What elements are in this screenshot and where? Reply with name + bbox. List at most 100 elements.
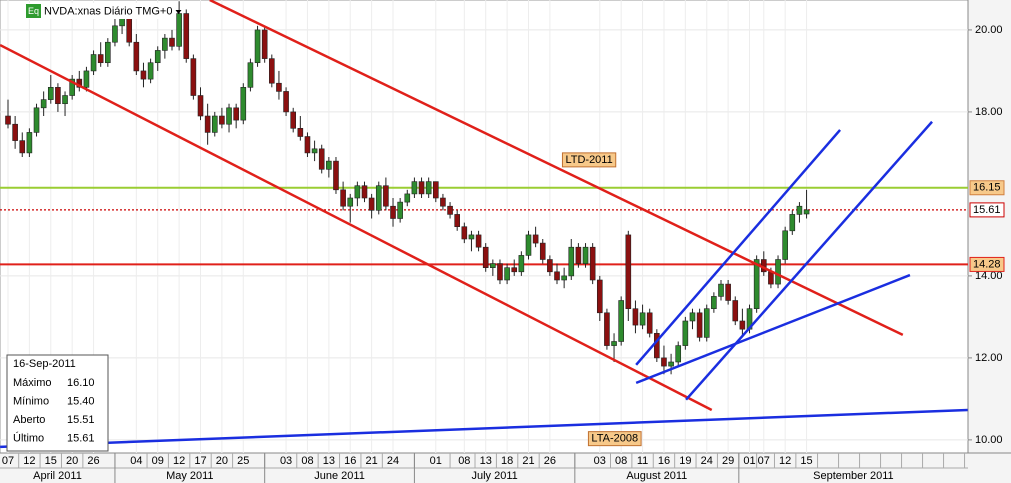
candle-body [561,275,567,281]
x-tick-label: 26 [544,455,556,467]
month-label: May 2011 [166,470,214,482]
candle-body [311,148,318,154]
trendline [685,120,933,401]
candle-body [589,246,596,281]
candle-body [133,41,140,72]
candle-body [639,312,646,326]
annotation: LTA-2008 [591,433,638,445]
candle-body [625,234,632,309]
candle-body [26,132,33,154]
candle-body [33,107,40,133]
candle-body [383,185,389,207]
candle-body [796,205,803,215]
x-tick-label: 12 [23,455,35,467]
candle-body [162,37,168,51]
x-tick-label: 01 [743,455,755,467]
candle-body [582,246,589,264]
candle-body [83,70,90,88]
x-tick-label: 25 [237,455,249,467]
x-tick-label: 13 [323,455,335,467]
x-tick-label: 20 [216,455,228,467]
candle-body [40,99,47,109]
candle-body [154,50,161,64]
trendline [635,129,842,366]
level-label: 15.61 [973,204,1001,216]
candle-body [204,115,211,133]
candle-body [340,189,346,207]
info-value: 15.51 [67,414,95,426]
x-tick-label: 09 [152,455,164,467]
month-label: April 2011 [33,470,82,482]
info-value: 16.10 [67,377,95,389]
candle-body [682,320,689,346]
candle-body [55,87,61,105]
month-label: September 2011 [813,470,894,482]
info-label: Aberto [13,414,45,426]
level-label-box [969,256,1005,272]
x-tick-label: 29 [722,455,734,467]
level-label: 14.28 [973,258,1001,270]
level-label: 16.15 [973,182,1001,194]
candle-body [718,283,724,297]
candle-body [711,296,717,309]
x-tick-label: 19 [679,455,691,467]
candle-body [12,123,18,141]
y-tick-label: 20.00 [975,24,1003,36]
x-tick-label: 08 [458,455,470,467]
candle-body [775,259,781,285]
candle-body [183,13,190,59]
title-bg [24,3,174,19]
candle-body [575,246,582,264]
candle-body [105,41,111,64]
x-tick-label: 17 [194,455,206,467]
y-tick-label: 18.00 [975,106,1003,118]
candle-body [490,263,496,269]
candle-body [511,267,518,273]
dropdown-caret[interactable] [175,10,182,14]
x-tick-label: 01 [430,455,442,467]
x-tick-label: 15 [800,455,812,467]
candle-body [475,234,482,248]
candle-body [739,320,746,330]
candle-body [547,259,553,273]
badge-text: Eq [28,6,39,16]
month-label: June 2011 [314,470,365,482]
candle-body [604,312,610,346]
candle-body [347,197,354,207]
y-tick-label: 12.00 [975,352,1003,364]
candle-body [696,312,703,338]
info-panel [6,354,109,452]
annotation-box [561,152,617,168]
candle-body [147,62,154,80]
trendline [209,0,904,337]
y-axis-panel [968,0,1011,453]
x-tick-label: 24 [701,455,713,467]
candle-body [190,58,197,96]
candle-body [611,341,617,346]
candle-body [140,70,147,80]
candle-body [668,361,674,367]
candle-body [197,95,204,117]
x-tick-label: 13 [480,455,492,467]
candle-body [468,234,475,240]
candle-body [689,312,696,322]
candle-body [69,78,75,96]
candle-body [789,214,796,232]
candle-body [539,242,546,260]
x-tick-label: 16 [344,455,356,467]
candle-body [554,271,560,281]
candle-body [368,197,375,211]
candle-body [333,160,339,191]
candle-body [211,115,218,133]
candle-body [782,230,788,260]
candle-body [482,246,489,269]
candle-body [5,115,11,125]
candle-body [283,91,289,113]
candle-body [803,209,810,215]
x-tick-label: 12 [779,455,791,467]
x-tick-label: 18 [501,455,513,467]
candle-body [375,185,382,211]
trendline [0,408,968,449]
candle-body [404,193,411,203]
